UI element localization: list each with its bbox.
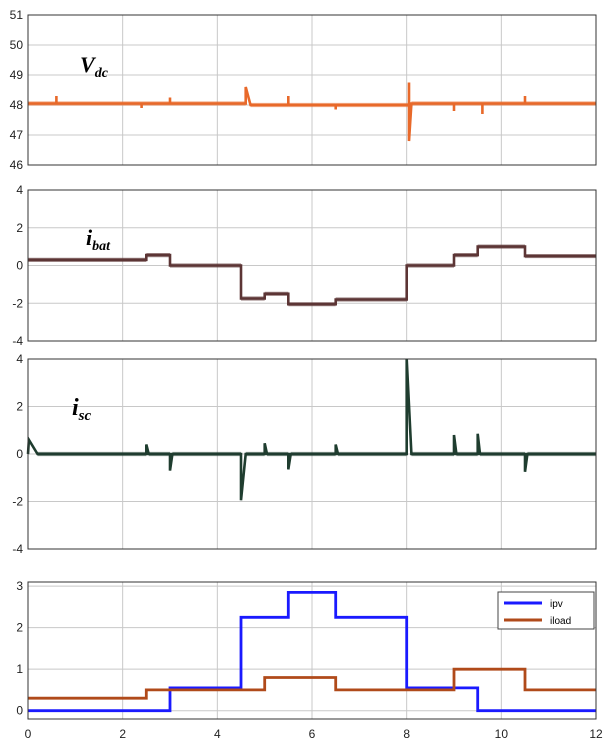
signal-noise	[28, 244, 596, 307]
y-tick-label: -4	[12, 542, 23, 556]
x-tick-label: 0	[25, 727, 32, 741]
y-tick-label: 2	[16, 400, 23, 414]
x-tick-label: 6	[309, 727, 316, 741]
y-tick-label: -4	[12, 334, 23, 348]
legend-label-iload: iload	[550, 616, 571, 627]
y-tick-label: 2	[16, 621, 23, 635]
signal-noise	[28, 101, 596, 108]
y-tick-label: 3	[16, 579, 23, 593]
y-tick-label: 48	[10, 98, 24, 112]
signal-label: ibat	[86, 225, 111, 254]
legend-label-ipv: ipv	[550, 599, 563, 610]
legend: ipv iload	[497, 591, 595, 630]
y-tick-label: 0	[16, 259, 23, 273]
y-tick-label: 47	[10, 128, 24, 142]
axes-frame	[27, 189, 597, 342]
x-tick-label: 8	[403, 727, 410, 741]
y-tick-label: 1	[16, 662, 23, 676]
legend-box	[497, 591, 595, 630]
y-tick-label: 4	[16, 183, 23, 197]
panel-3: 4 2 0 -2 -4 isc	[12, 352, 597, 556]
panel-2: 4 2 0 -2 -4 ibat	[12, 183, 597, 348]
y-tick-label: 4	[16, 352, 23, 366]
axes-frame	[27, 358, 597, 550]
series-line-ipv	[28, 591, 596, 713]
y-tick-label: 46	[10, 158, 24, 172]
x-tick-label: 12	[589, 727, 603, 741]
x-tick-label: 2	[119, 727, 126, 741]
y-tick-label: -2	[12, 296, 23, 310]
signal-label: Vdc	[80, 52, 109, 81]
series-line-iload	[28, 667, 596, 700]
y-tick-label: 49	[10, 68, 24, 82]
axes-frame	[27, 581, 597, 720]
y-tick-label: 50	[10, 38, 24, 52]
axes-frame	[27, 14, 597, 166]
signal-label: isc	[72, 395, 92, 424]
x-tick-label: 10	[495, 727, 509, 741]
y-tick-label: -2	[12, 495, 23, 509]
panel-1: 51 50 49 48 47 46 Vdc	[10, 8, 597, 172]
y-tick-label: 51	[10, 8, 24, 22]
y-tick-label: 0	[16, 704, 23, 718]
y-tick-label: 2	[16, 221, 23, 235]
x-tick-label: 4	[214, 727, 221, 741]
y-tick-label: 0	[16, 447, 23, 461]
